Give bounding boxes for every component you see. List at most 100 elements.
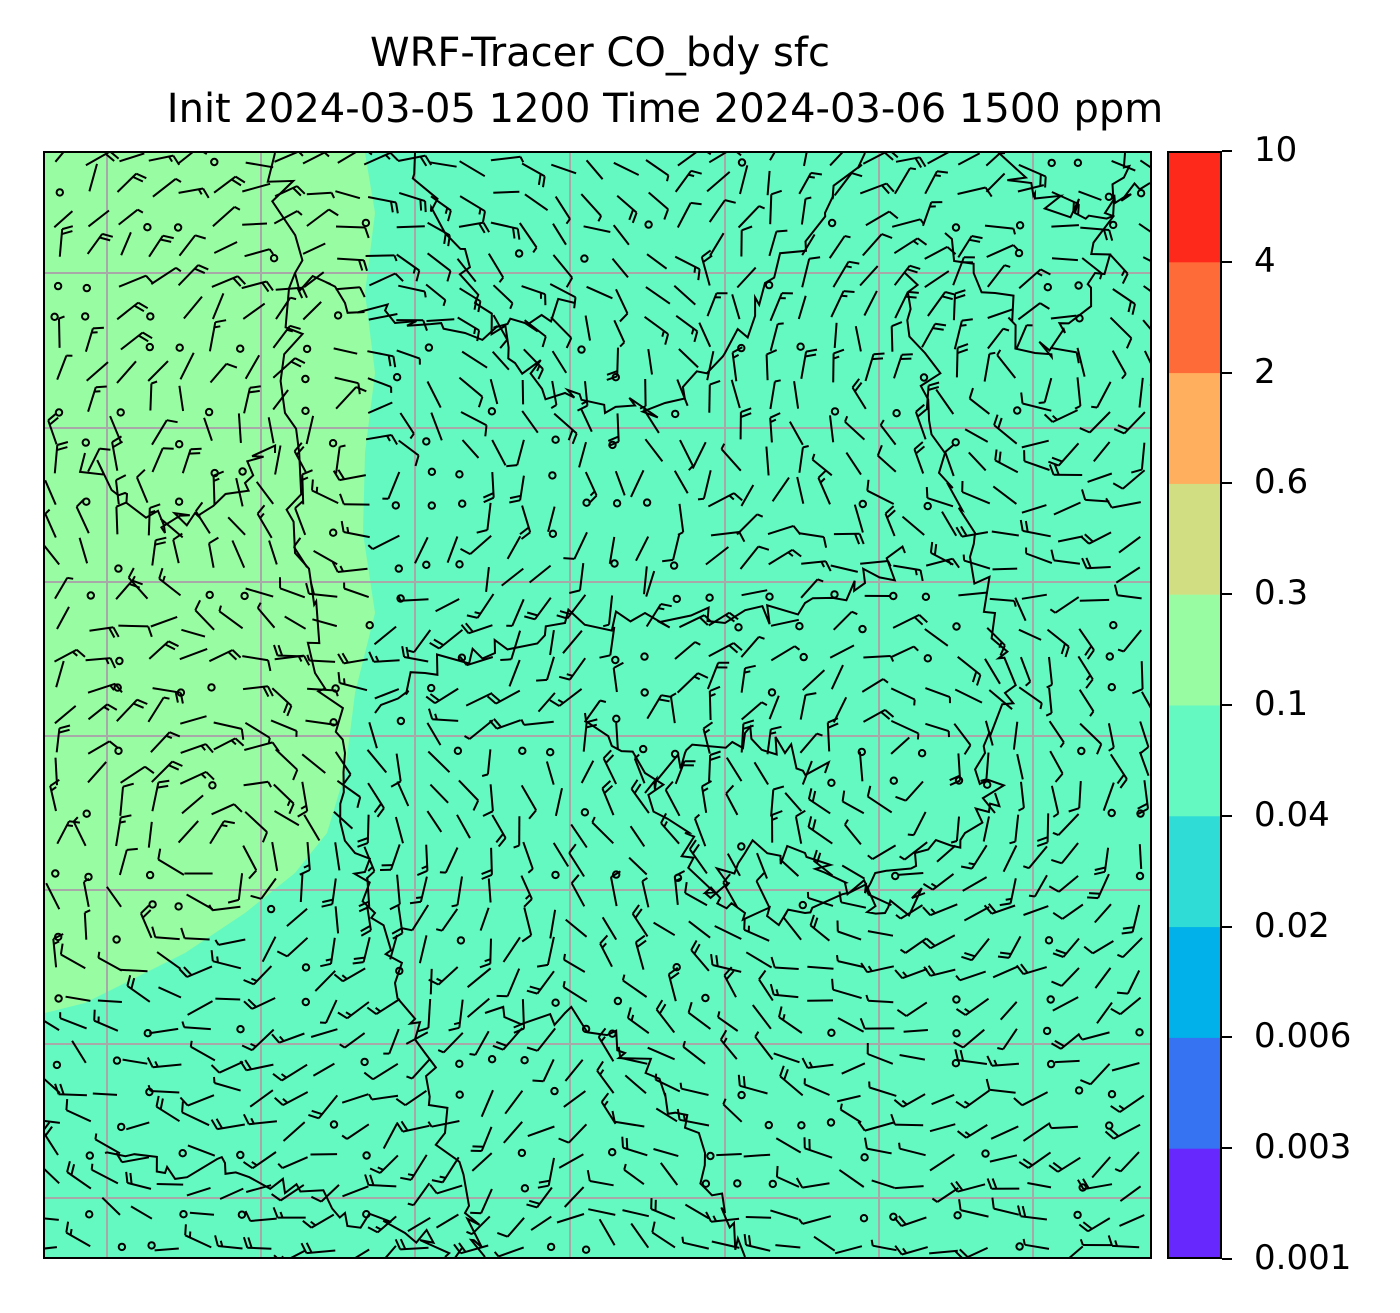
wind-barb xyxy=(213,737,245,751)
wind-barb xyxy=(272,324,301,349)
wind-barb xyxy=(836,1094,861,1103)
wind-barb xyxy=(709,232,725,257)
wind-barb xyxy=(645,570,656,597)
wind-barb xyxy=(490,221,521,240)
calm-wind-marker xyxy=(51,869,60,878)
wind-barb xyxy=(841,864,866,880)
wind-barb xyxy=(524,597,552,621)
wind-barb xyxy=(179,647,208,661)
wind-barb xyxy=(218,605,244,630)
calm-wind-marker xyxy=(81,312,90,321)
wind-barb xyxy=(1109,316,1133,349)
wind-barb xyxy=(487,878,492,903)
wind-barb xyxy=(556,594,587,620)
wind-barb xyxy=(275,296,297,320)
wind-barb xyxy=(181,1101,210,1127)
wind-barb xyxy=(829,415,835,443)
wind-barb xyxy=(366,749,388,774)
wind-barb xyxy=(365,254,398,262)
calm-wind-marker xyxy=(236,1025,245,1034)
wind-barb xyxy=(209,820,235,845)
wind-barb xyxy=(115,814,132,847)
wind-barb xyxy=(368,651,400,663)
calm-wind-marker xyxy=(145,342,155,352)
calm-wind-marker xyxy=(362,1210,371,1219)
wind-barb xyxy=(675,314,699,343)
wind-barb xyxy=(256,504,273,539)
wind-barb xyxy=(367,782,385,818)
wind-barb xyxy=(745,951,773,969)
wind-barb xyxy=(1110,1094,1145,1113)
wind-barb xyxy=(303,271,325,288)
wind-barb xyxy=(570,874,586,907)
wind-barb xyxy=(177,820,199,844)
wind-barb xyxy=(88,163,98,192)
wind-barb xyxy=(602,749,617,785)
wind-barb xyxy=(1049,596,1080,614)
wind-barb xyxy=(337,671,368,692)
wind-barb xyxy=(396,225,425,229)
wind-barb xyxy=(178,234,206,257)
wind-barb xyxy=(186,1186,211,1197)
wind-barb xyxy=(306,191,336,199)
colorbar-segment xyxy=(1167,815,1222,928)
wind-barb xyxy=(532,1058,555,1083)
wind-barb xyxy=(369,1154,399,1174)
wind-barb xyxy=(1102,782,1115,811)
wind-barb xyxy=(929,1123,956,1133)
wind-barb xyxy=(962,876,988,892)
wind-barb xyxy=(151,779,170,812)
calm-wind-marker xyxy=(1104,192,1114,201)
wind-barb xyxy=(771,810,783,843)
wind-barb xyxy=(147,1084,180,1094)
wind-barb xyxy=(93,1009,119,1032)
calm-wind-marker xyxy=(737,343,746,353)
wind-barb xyxy=(988,689,1013,710)
wind-barb xyxy=(863,655,895,662)
wind-barb xyxy=(736,266,757,289)
wind-barb xyxy=(426,318,455,322)
wind-barb xyxy=(765,446,770,476)
calm-wind-marker xyxy=(1109,621,1118,630)
calm-wind-marker xyxy=(117,1242,127,1252)
colorbar-tick-mark xyxy=(1222,371,1232,374)
calm-wind-marker xyxy=(301,374,310,384)
wind-barb xyxy=(87,209,110,228)
calm-wind-marker xyxy=(143,223,152,232)
calm-wind-marker xyxy=(1013,406,1022,415)
calm-wind-marker xyxy=(701,993,710,1003)
wind-barb xyxy=(801,233,816,256)
wind-barb xyxy=(993,414,1018,445)
wind-barb xyxy=(401,904,430,932)
wind-barb xyxy=(688,920,711,939)
wind-barb xyxy=(778,1006,803,1034)
wind-barb xyxy=(1051,967,1080,987)
wind-barb xyxy=(799,732,823,754)
colorbar-tick-mark xyxy=(1222,925,1232,928)
calm-wind-marker xyxy=(858,624,867,634)
wind-barb xyxy=(602,595,614,628)
wind-barb xyxy=(126,974,151,1003)
wind-barb xyxy=(430,195,452,222)
calm-wind-marker xyxy=(608,440,617,450)
calm-wind-marker xyxy=(983,780,992,789)
wind-barb xyxy=(429,629,464,650)
wind-barb xyxy=(286,908,308,927)
wind-barb xyxy=(78,537,89,564)
wind-barb xyxy=(300,1242,336,1255)
wind-barb xyxy=(374,688,400,700)
calm-wind-marker xyxy=(639,744,648,754)
wind-barb xyxy=(214,938,246,946)
wind-barb xyxy=(426,252,452,282)
wind-barb xyxy=(859,1017,895,1030)
wind-barb xyxy=(927,153,950,165)
wind-barb xyxy=(194,599,215,631)
calm-wind-marker xyxy=(240,591,249,601)
wind-barb xyxy=(923,965,956,977)
wind-barb xyxy=(466,997,490,1018)
wind-barb xyxy=(118,208,144,226)
wind-barb xyxy=(435,908,459,932)
wind-barb xyxy=(400,1154,428,1181)
wind-barb xyxy=(837,1017,865,1033)
wind-barb xyxy=(513,816,521,849)
